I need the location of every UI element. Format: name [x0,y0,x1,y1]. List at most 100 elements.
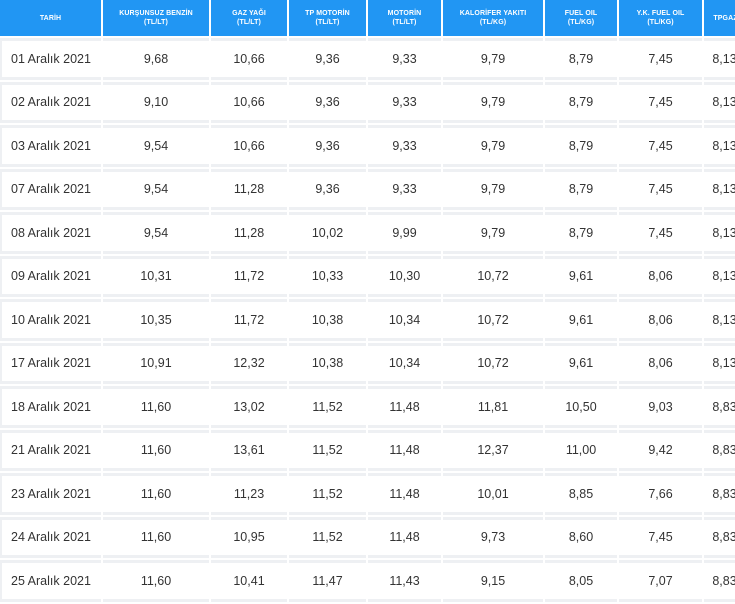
price-cell: 8,83 [704,386,735,428]
price-cell: 11,00 [545,429,617,471]
price-cell: 9,79 [443,125,543,167]
price-cell: 9,73 [443,516,543,558]
table-row: 21 Aralık 2021 11,60 13,61 11,52 11,48 12,37 1… [0,429,735,471]
price-cell: 9,61 [545,255,617,297]
table-row: 08 Aralık 2021 9,54 11,28 10,02 9,99 9,79 8,79… [0,212,735,254]
price-cell: 8,13 [704,38,735,80]
column-header-unit: (TL/LT) [237,19,261,26]
price-cell: 8,13 [704,212,735,254]
price-cell: 8,06 [619,342,702,384]
price-cell: 10,38 [289,299,366,341]
date-cell: 10 Aralık 2021 [0,299,101,341]
price-cell: 10,01 [443,473,543,515]
price-cell: 11,52 [289,516,366,558]
price-cell: 12,37 [443,429,543,471]
price-cell: 11,60 [103,429,209,471]
price-cell: 9,54 [103,125,209,167]
price-cell: 10,95 [211,516,287,558]
price-cell: 12,32 [211,342,287,384]
price-cell: 9,36 [289,81,366,123]
price-cell: 7,66 [619,473,702,515]
price-cell: 10,02 [289,212,366,254]
price-cell: 9,61 [545,342,617,384]
price-cell: 13,61 [211,429,287,471]
date-cell: 21 Aralık 2021 [0,429,101,471]
price-cell: 11,60 [103,560,209,602]
price-cell: 10,66 [211,125,287,167]
price-cell: 8,79 [545,212,617,254]
price-cell: 11,48 [368,516,441,558]
column-header-fuel-oil: FUEL OIL (TL/KG) [545,0,617,36]
price-cell: 9,79 [443,81,543,123]
price-cell: 9,33 [368,81,441,123]
price-cell: 10,72 [443,299,543,341]
price-cell: 10,66 [211,38,287,80]
price-cell: 8,13 [704,125,735,167]
price-cell: 13,02 [211,386,287,428]
date-cell: 18 Aralık 2021 [0,386,101,428]
price-cell: 9,03 [619,386,702,428]
price-cell: 9,10 [103,81,209,123]
table-row: 18 Aralık 2021 11,60 13,02 11,52 11,48 11,81 1… [0,386,735,428]
column-header-label: Y.K. FUEL OIL [636,10,685,17]
column-header-unit: (TL/LT) [315,19,340,26]
column-header-unit: (TL/KG) [479,19,507,26]
price-cell: 7,45 [619,38,702,80]
price-cell: 10,41 [211,560,287,602]
price-cell: 11,72 [211,255,287,297]
table-row: 09 Aralık 2021 10,31 11,72 10,33 10,30 10,72 9… [0,255,735,297]
table-row: 01 Aralık 2021 9,68 10,66 9,36 9,33 9,79 8,79 7… [0,38,735,80]
date-cell: 08 Aralık 2021 [0,212,101,254]
date-cell: 07 Aralık 2021 [0,168,101,210]
price-cell: 11,52 [289,473,366,515]
price-cell: 9,15 [443,560,543,602]
price-cell: 8,83 [704,516,735,558]
price-cell: 9,36 [289,38,366,80]
price-cell: 8,13 [704,299,735,341]
table-row: 10 Aralık 2021 10,35 11,72 10,38 10,34 10,72 9… [0,299,735,341]
price-cell: 10,91 [103,342,209,384]
column-header-label: TPGAZ [713,14,735,22]
table-row: 17 Aralık 2021 10,91 12,32 10,38 10,34 10,72 9… [0,342,735,384]
date-cell: 25 Aralık 2021 [0,560,101,602]
table-row: 07 Aralık 2021 9,54 11,28 9,36 9,33 9,79 8,79 7… [0,168,735,210]
column-header-heating-oil: KALORİFER YAKITI (TL/KG) [443,0,543,36]
price-cell: 10,50 [545,386,617,428]
price-cell: 8,05 [545,560,617,602]
price-cell: 8,83 [704,429,735,471]
column-header-unit: (TL/KG) [647,19,674,26]
price-cell: 9,54 [103,212,209,254]
price-cell: 10,38 [289,342,366,384]
column-header-label: TP MOTORİN [305,10,350,17]
date-cell: 23 Aralık 2021 [0,473,101,515]
table-header-row: TARİH KURŞUNSUZ BENZİN (TL/LT) GAZ YAĞI (TL/… [0,0,735,36]
price-cell: 9,33 [368,125,441,167]
price-cell: 8,13 [704,81,735,123]
column-header-unit: (TL/LT) [392,19,417,26]
price-cell: 8,06 [619,255,702,297]
price-cell: 11,48 [368,473,441,515]
column-header-unit: (TL/LT) [144,19,168,26]
price-cell: 9,99 [368,212,441,254]
date-cell: 17 Aralık 2021 [0,342,101,384]
price-cell: 8,83 [704,560,735,602]
price-cell: 11,52 [289,429,366,471]
price-cell: 11,60 [103,386,209,428]
price-cell: 8,60 [545,516,617,558]
date-cell: 02 Aralık 2021 [0,81,101,123]
price-cell: 7,45 [619,168,702,210]
price-cell: 9,36 [289,168,366,210]
price-cell: 10,35 [103,299,209,341]
price-cell: 8,85 [545,473,617,515]
column-header-label: MOTORİN [387,10,422,17]
table-row: 24 Aralık 2021 11,60 10,95 11,52 11,48 9,73 8,… [0,516,735,558]
table-row: 02 Aralık 2021 9,10 10,66 9,36 9,33 9,79 8,79 7… [0,81,735,123]
price-cell: 8,06 [619,299,702,341]
date-cell: 09 Aralık 2021 [0,255,101,297]
price-cell: 9,79 [443,38,543,80]
price-cell: 11,52 [289,386,366,428]
price-cell: 10,34 [368,299,441,341]
price-cell: 11,48 [368,429,441,471]
column-header-tp-diesel: TP MOTORİN (TL/LT) [289,0,366,36]
price-cell: 10,72 [443,342,543,384]
